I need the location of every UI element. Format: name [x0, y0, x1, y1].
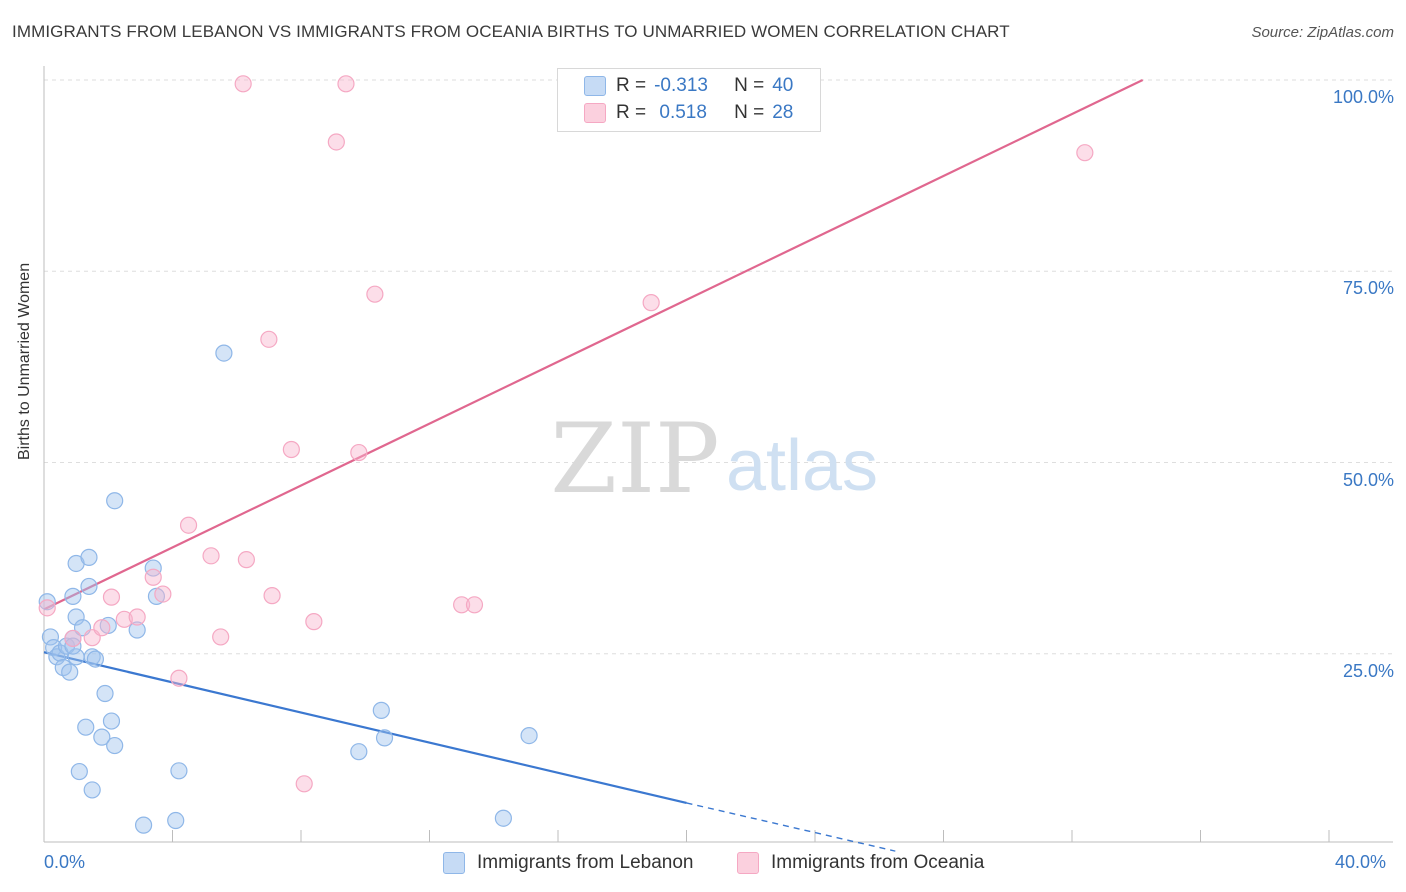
chart-title: IMMIGRANTS FROM LEBANON VS IMMIGRANTS FR…: [12, 22, 1010, 41]
lebanon-point: [106, 492, 124, 510]
x-tick-label-max: 40.0%: [1335, 852, 1387, 872]
lebanon-point: [167, 811, 185, 830]
oceania-point: [212, 628, 230, 646]
y-tick-label: 75.0%: [1342, 278, 1394, 299]
oceania-point: [282, 440, 300, 459]
legend-n-value: 40: [772, 75, 794, 96]
lebanon-point: [41, 628, 60, 646]
y-tick-label: 25.0%: [1342, 660, 1394, 681]
legend-n-label: N =: [734, 75, 765, 96]
oceania-point: [170, 669, 188, 687]
lebanon-point: [70, 762, 88, 781]
oceania-point: [465, 596, 484, 614]
oceania-point: [453, 596, 471, 614]
legend-r-label: R =: [616, 102, 647, 123]
oceania-point: [144, 568, 162, 586]
lebanon-point: [102, 712, 121, 730]
watermark-zip: ZIP: [550, 403, 719, 515]
oceania-point: [1076, 144, 1094, 162]
lebanon-point: [67, 608, 85, 626]
bottom-legend-swatch-lebanon: [443, 852, 465, 874]
oceania-point: [366, 285, 384, 303]
oceania-point: [642, 294, 660, 312]
oceania-point: [327, 133, 345, 151]
oceania-point: [234, 75, 252, 93]
legend-swatch-lebanon: [584, 76, 606, 96]
lebanon-point: [61, 663, 79, 681]
correlation-legend: R = -0.313 N = 40 R = 0.518 N = 28: [557, 68, 821, 132]
trend-line-lebanon: [43, 651, 687, 804]
legend-row-oceania: R = 0.518 N = 28: [584, 101, 794, 125]
y-tick-label: 50.0%: [1342, 469, 1394, 490]
legend-row-lebanon: R = -0.313 N = 40: [584, 74, 794, 98]
legend-n-label: N =: [734, 102, 765, 123]
oceania-point: [263, 587, 281, 605]
oceania-point: [260, 330, 278, 348]
oceania-point: [202, 547, 220, 565]
lebanon-point: [128, 621, 146, 639]
lebanon-point: [80, 577, 98, 596]
lebanon-point: [520, 727, 538, 745]
oceania-point: [237, 551, 255, 569]
oceania-point: [179, 516, 198, 534]
watermark-atlas: atlas: [726, 426, 878, 506]
legend-swatch-oceania: [584, 103, 606, 123]
trend-lines: [43, 79, 1144, 852]
oceania-point: [295, 775, 313, 793]
bottom-legend-label-lebanon: Immigrants from Lebanon: [477, 852, 694, 873]
trend-line-extension: [686, 802, 896, 852]
legend-n-value: 28: [772, 102, 794, 123]
lebanon-point: [372, 701, 390, 719]
lebanon-point: [144, 559, 162, 577]
oceania-point: [38, 599, 56, 617]
oceania-point: [93, 619, 111, 637]
oceania-point: [154, 585, 172, 603]
lebanon-point: [170, 762, 188, 780]
bottom-legend-swatch-oceania: [737, 852, 759, 874]
lebanon-point: [134, 816, 153, 834]
lebanon-point: [494, 809, 512, 827]
lebanon-point: [96, 684, 114, 703]
lebanon-point: [83, 781, 101, 799]
oceania-point: [337, 75, 355, 93]
trend-line-oceania: [43, 79, 1144, 611]
bottom-legend-label-oceania: Immigrants from Oceania: [771, 852, 985, 873]
lebanon-point: [77, 718, 95, 736]
lebanon-point: [83, 648, 101, 666]
oceania-point: [64, 629, 82, 648]
x-tick-label-min: 0.0%: [44, 852, 86, 872]
lebanon-point: [375, 729, 394, 747]
oceania-point: [115, 610, 133, 628]
bottom-legend-oceania: Immigrants from Oceania: [737, 852, 984, 874]
oceania-point: [102, 588, 121, 606]
source-label: Source: ZipAtlas.com: [1251, 24, 1394, 41]
oceania-point: [305, 613, 323, 631]
bottom-legend-lebanon: Immigrants from Lebanon: [443, 852, 694, 874]
data-points: [38, 75, 1094, 834]
axes: [43, 66, 1393, 843]
lebanon-point: [64, 587, 82, 605]
legend-r-label: R =: [616, 75, 647, 96]
y-tick-label: 100.0%: [1332, 87, 1394, 107]
lebanon-point: [86, 650, 105, 668]
oceania-point: [350, 443, 368, 462]
lebanon-point: [215, 344, 233, 362]
lebanon-point: [106, 736, 124, 755]
legend-r-value: -0.313: [654, 75, 708, 96]
lebanon-point: [350, 743, 368, 761]
lebanon-point: [93, 728, 111, 746]
oceania-point: [128, 608, 146, 626]
lebanon-point: [38, 593, 56, 611]
lebanon-point: [80, 548, 98, 566]
legend-r-value: 0.518: [654, 102, 707, 123]
